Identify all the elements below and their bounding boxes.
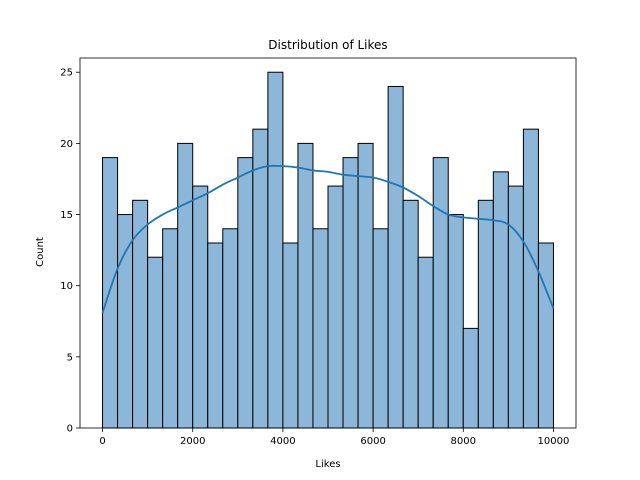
y-tick-label: 20 [60,139,73,150]
histogram-bar [387,85,404,429]
y-tick-label: 5 [67,352,73,363]
histogram-bar [447,214,464,429]
y-tick-label: 0 [67,424,73,435]
chart-title: Distribution of Likes [268,38,387,52]
histogram-bar [372,228,389,429]
histogram-bar [147,256,164,429]
y-tick-label: 10 [60,281,73,292]
histogram-bar [402,199,419,429]
x-axis: 0 2000 4000 6000 8000 10000 [99,428,569,447]
histogram-bar [222,228,239,429]
histogram-bar [432,157,449,429]
histogram-bar [282,242,299,429]
histogram-bar [252,128,269,429]
histogram-bar [177,142,194,429]
plot-frame [79,57,577,429]
histogram-bar [117,214,134,429]
histogram-bar [417,256,434,429]
histogram-bar [357,142,374,429]
x-axis-label: Likes [315,459,340,470]
histogram-bar [537,242,554,429]
histogram-bar [312,228,329,429]
y-tick-label: 15 [60,210,73,221]
histogram-bar [132,199,149,429]
histogram-bar [492,171,509,429]
y-axis-label: Count [35,237,46,267]
x-tick-label: 4000 [270,436,295,447]
y-tick-label: 25 [60,68,73,79]
x-tick-label: 10000 [538,436,570,447]
x-tick-label: 0 [99,436,105,447]
x-tick-label: 8000 [451,436,476,447]
histogram-bar [207,242,224,429]
x-tick-label: 2000 [180,436,205,447]
histogram-bar [462,327,479,429]
histogram-bar [297,142,314,429]
kde-line [101,164,555,314]
histogram-bar [477,199,494,429]
histogram-bar [267,71,284,429]
histogram-bar [237,157,254,429]
y-axis: 0 5 10 15 20 25 [60,68,80,435]
histogram-bar [507,185,524,429]
histogram-bar [192,185,209,429]
histogram-bar [102,157,119,429]
bars-group [102,71,554,429]
histogram-bar [522,128,539,429]
histogram-bar [162,228,179,429]
histogram-bar [342,157,359,429]
histogram-bar [327,185,344,429]
x-tick-label: 6000 [360,436,385,447]
